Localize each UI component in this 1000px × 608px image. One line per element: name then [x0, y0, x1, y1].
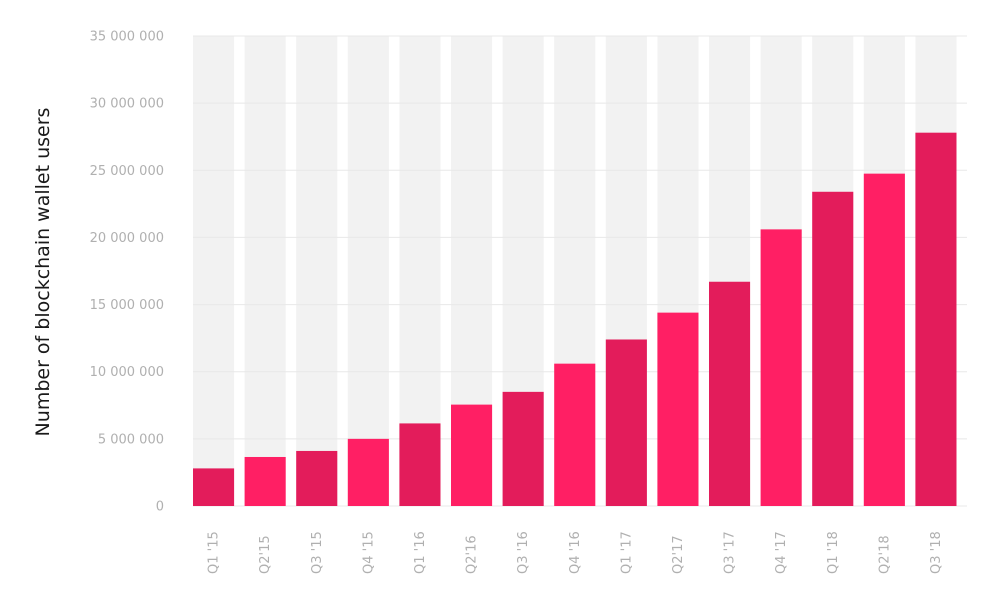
column-background	[296, 36, 338, 506]
y-axis-label: Number of blockchain wallet users	[32, 108, 54, 437]
x-tick-label: Q3 '15	[310, 531, 325, 574]
x-tick-label: Q4 '15	[361, 531, 376, 574]
bar	[244, 456, 286, 506]
y-tick-label: 0	[156, 500, 164, 515]
bar	[502, 391, 544, 506]
column-background	[347, 36, 389, 506]
y-tick-label: 20 000 000	[90, 231, 164, 246]
x-tick-label: Q3 '16	[516, 531, 531, 574]
bar	[296, 450, 338, 506]
bar	[347, 438, 389, 506]
bar	[812, 191, 854, 506]
column-background	[244, 36, 286, 506]
x-tick-label: Q2'17	[671, 535, 686, 574]
y-tick-label: 5 000 000	[98, 432, 164, 447]
bar	[605, 339, 647, 506]
y-tick-label: 35 000 000	[90, 30, 164, 45]
bar	[193, 468, 235, 506]
bar	[709, 281, 751, 506]
x-tick-label: Q4 '17	[774, 531, 789, 574]
x-tick-label: Q4 '16	[568, 531, 583, 574]
y-tick-label: 10 000 000	[90, 365, 164, 380]
bars	[193, 132, 957, 506]
x-tick-label: Q3 '17	[723, 531, 738, 574]
bar	[399, 423, 441, 506]
bar	[554, 363, 596, 506]
column-background	[193, 36, 235, 506]
bar	[915, 132, 957, 506]
bar	[760, 229, 802, 506]
x-tick-label: Q2'15	[258, 535, 273, 574]
bar	[451, 404, 493, 506]
x-tick-label: Q1 '18	[826, 531, 841, 574]
x-tick-label: Q2'16	[465, 535, 480, 574]
x-axis-ticks: Q1 '15 Q2'15 Q3 '15 Q4 '15 Q1 '16 Q2'16 Q3 '16…	[207, 531, 944, 574]
x-tick-label: Q2'18	[877, 535, 892, 574]
y-axis-ticks: 0 5 000 000 10 000 000 15 000 000 20 000 000…	[90, 30, 164, 515]
bar	[657, 312, 699, 506]
x-tick-label: Q1 '17	[619, 531, 634, 574]
x-tick-label: Q3 '18	[929, 531, 944, 574]
x-tick-label: Q1 '16	[413, 531, 428, 574]
y-tick-label: 30 000 000	[90, 97, 164, 112]
bar	[863, 173, 905, 506]
x-tick-label: Q1 '15	[207, 531, 222, 574]
y-tick-label: 25 000 000	[90, 164, 164, 179]
y-tick-label: 15 000 000	[90, 298, 164, 313]
